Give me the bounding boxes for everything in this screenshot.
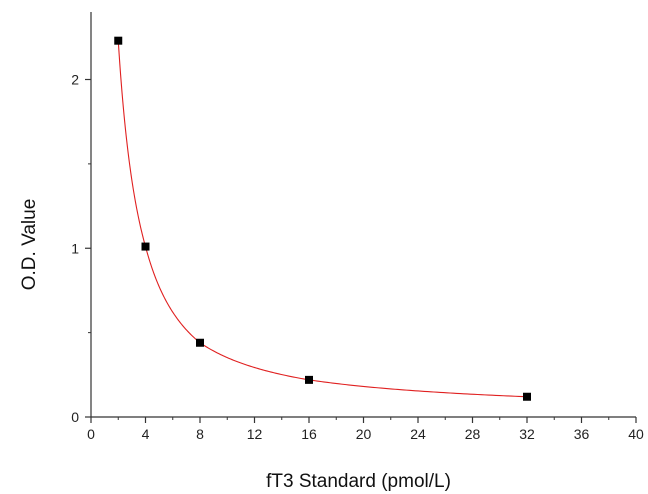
fit-curve (117, 40, 528, 398)
data-point (523, 392, 531, 401)
y-tick-label: 2 (71, 72, 79, 88)
x-tick-label: 8 (196, 426, 204, 442)
x-tick-label: 32 (519, 426, 535, 442)
y-tick-label: 1 (71, 240, 79, 256)
data-point (196, 338, 204, 347)
x-tick-label: 16 (301, 426, 317, 442)
data-point (114, 36, 123, 45)
data-point (141, 242, 150, 251)
x-tick-label: 24 (410, 426, 426, 442)
x-tick-label: 40 (628, 426, 644, 442)
x-tick-label: 36 (574, 426, 590, 442)
x-tick-label: 12 (247, 426, 263, 442)
x-tick-label: 28 (465, 426, 481, 442)
data-points-layer (114, 36, 531, 401)
x-tick-label: 0 (87, 426, 95, 442)
data-point (305, 375, 313, 384)
axes (85, 12, 637, 423)
y-tick-label: 0 (71, 409, 79, 425)
x-tick-label: 4 (142, 426, 150, 442)
x-tick-label: 20 (356, 426, 372, 442)
fit-curve-layer (117, 40, 528, 398)
x-axis-title: fT3 Standard (pmol/L) (266, 471, 451, 492)
y-axis-title: O.D. Value (19, 199, 40, 291)
